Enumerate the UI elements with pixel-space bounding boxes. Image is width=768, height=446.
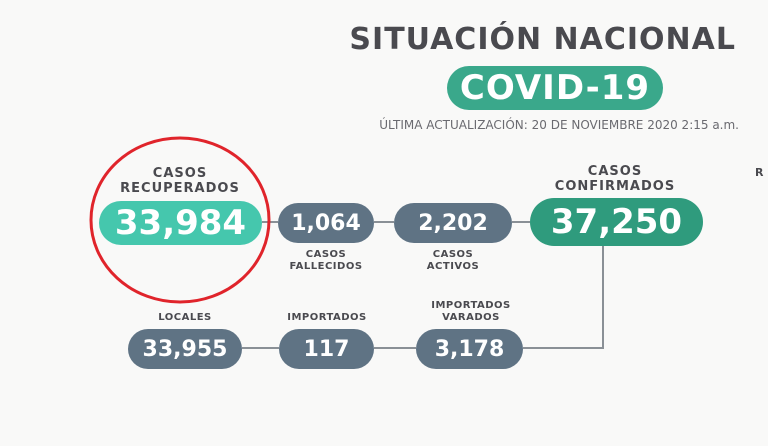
fallecidos-value: 1,064 [278, 203, 374, 243]
activos-value: 2,202 [394, 203, 512, 243]
connector-line [523, 245, 604, 349]
importados-varados-label-line2: VARADOS [442, 312, 500, 323]
confirmados-value: 37,250 [530, 198, 703, 246]
importados-varados-label: IMPORTADOS VARADOS [416, 300, 526, 324]
locales-value: 33,955 [128, 329, 242, 369]
fallecidos-label-line1: CASOS [305, 249, 347, 260]
recuperados-label-line1: CASOS [152, 166, 208, 181]
recuperados-label: CASOS RECUPERADOS [100, 166, 260, 196]
cutoff-text: R [755, 166, 764, 179]
confirmados-label-line1: CASOS [587, 164, 643, 179]
locales-label: LOCALES [158, 312, 212, 323]
importados-label: IMPORTADOS [287, 312, 367, 323]
importados-varados-value: 3,178 [416, 329, 523, 369]
fallecidos-label: CASOS FALLECIDOS [276, 249, 376, 273]
fallecidos-label-line2: FALLECIDOS [289, 261, 363, 272]
activos-label-line1: CASOS [432, 249, 474, 260]
importados-value: 117 [279, 329, 374, 369]
recuperados-value: 33,984 [99, 201, 262, 245]
confirmados-label: CASOS CONFIRMADOS [530, 164, 700, 194]
recuperados-label-line2: RECUPERADOS [120, 181, 240, 196]
update-timestamp: ÚLTIMA ACTUALIZACIÓN: 20 DE NOVIEMBRE 20… [379, 118, 739, 132]
activos-label-line2: ACTIVOS [426, 261, 480, 272]
confirmados-label-line2: CONFIRMADOS [554, 179, 676, 194]
covid-badge: COVID-19 [447, 66, 663, 110]
activos-label: CASOS ACTIVOS [403, 249, 503, 273]
page-title: SITUACIÓN NACIONAL [349, 22, 736, 57]
importados-varados-label-line1: IMPORTADOS [431, 300, 511, 311]
